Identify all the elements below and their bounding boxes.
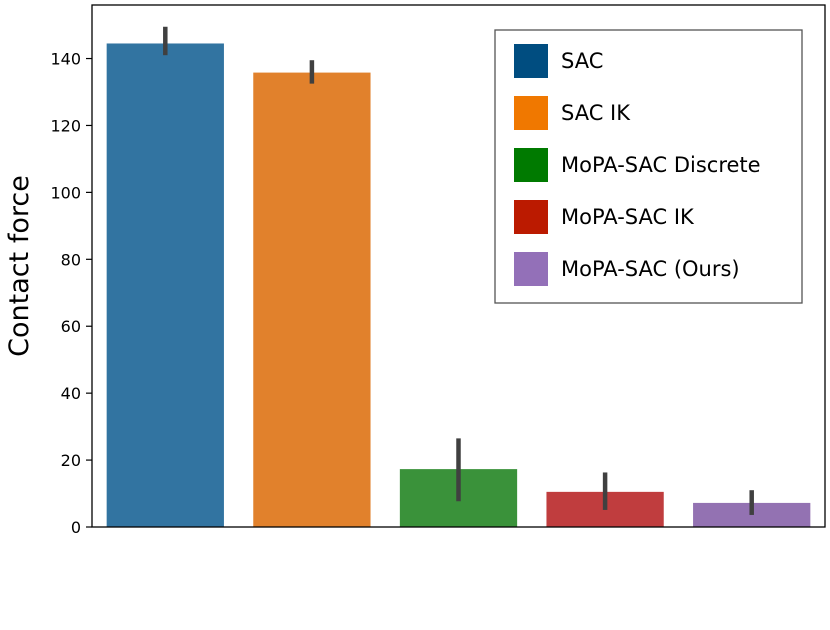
legend-label: MoPA-SAC Discrete <box>561 153 761 177</box>
legend-label: MoPA-SAC (Ours) <box>561 257 740 281</box>
y-tick-label: 140 <box>50 50 81 69</box>
bars-group <box>106 43 811 527</box>
legend-label: SAC IK <box>561 101 631 125</box>
legend-swatch <box>514 148 548 182</box>
y-tick-label: 0 <box>71 518 81 537</box>
y-axis-label: Contact force <box>4 175 35 357</box>
y-tick-label: 20 <box>61 451 81 470</box>
legend-swatch <box>514 200 548 234</box>
error-bars-group <box>163 26 754 515</box>
plot-frame <box>91 4 826 528</box>
legend-label: MoPA-SAC IK <box>561 205 695 229</box>
y-tick-label: 80 <box>61 250 81 269</box>
y-axis: 0 20 40 60 80 100 120 140 <box>50 50 92 537</box>
legend-swatch <box>514 252 548 286</box>
bar <box>253 72 371 527</box>
y-tick-label: 120 <box>50 116 81 135</box>
legend-swatch <box>514 96 548 130</box>
y-tick-label: 100 <box>50 183 81 202</box>
y-tick-label: 40 <box>61 384 81 403</box>
legend-swatch <box>514 44 548 78</box>
legend-label: SAC <box>561 49 603 73</box>
bar <box>106 43 224 527</box>
y-tick-label: 60 <box>61 317 81 336</box>
legend: SAC SAC IK MoPA-SAC Discrete MoPA-SAC IK MoP… <box>494 29 803 304</box>
